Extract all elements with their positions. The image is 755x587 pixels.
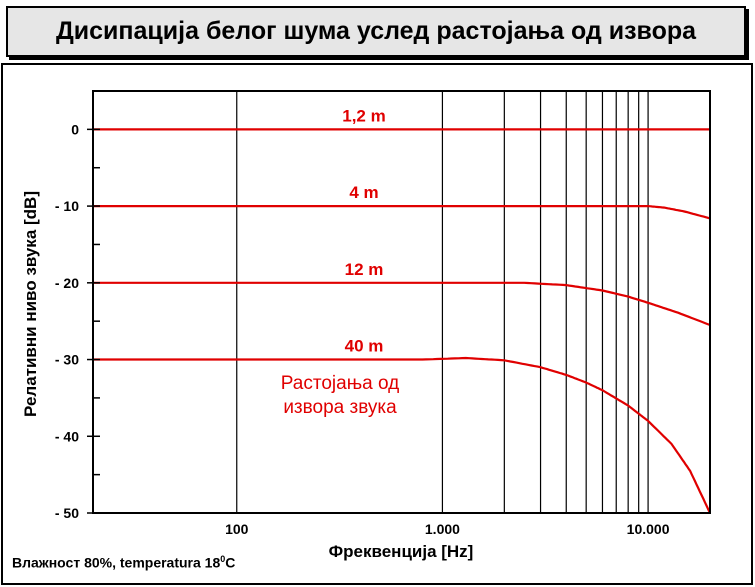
y-tick-label: - 10 [55,198,79,214]
series-line [93,205,711,220]
footnote: Влажност 80%, temperatura 180C [12,554,235,571]
plot-area [92,90,711,514]
y-axis-title: Релативни ниво звука [dB] [21,191,40,417]
y-tick-label: 0 [71,121,79,137]
series-label: 40 m [345,337,384,356]
y-tick-label: - 50 [55,505,79,521]
series-label: 12 m [345,260,384,279]
x-axis-title: Фреквенција [Hz] [329,542,474,561]
y-tick-label: - 30 [55,352,79,368]
series-line [93,356,711,514]
tick-layer: 0 - 10 - 20 - 30 - 40 - 50 100 1.000 10.000 [55,121,670,537]
chart-title: Дисипација белог шума услед растојања од… [55,17,697,45]
series-layer: 1,2 m 4 m 12 m 40 m [93,106,711,514]
y-tick-label: - 40 [55,428,79,444]
x-tick-label: 1.000 [425,521,460,537]
y-tick-label: - 20 [55,275,79,291]
footnote-superscript: 0 [220,554,226,564]
chart-border [1,63,753,585]
footnote-text: Влажност 80%, temperatura 18 [12,554,221,571]
series-label: 1,2 m [342,106,385,125]
x-tick-label: 100 [225,521,249,537]
series-label: 4 m [349,183,378,202]
series-line [93,281,711,327]
annotation-line-2: извора звука [283,397,397,418]
title-box: Дисипација белог шума услед растојања од… [6,6,746,57]
grid-layer [236,91,649,513]
annotation-line-1: Растојања од [281,373,399,394]
footnote-unit: C [225,554,236,571]
x-tick-label: 10.000 [627,521,670,537]
